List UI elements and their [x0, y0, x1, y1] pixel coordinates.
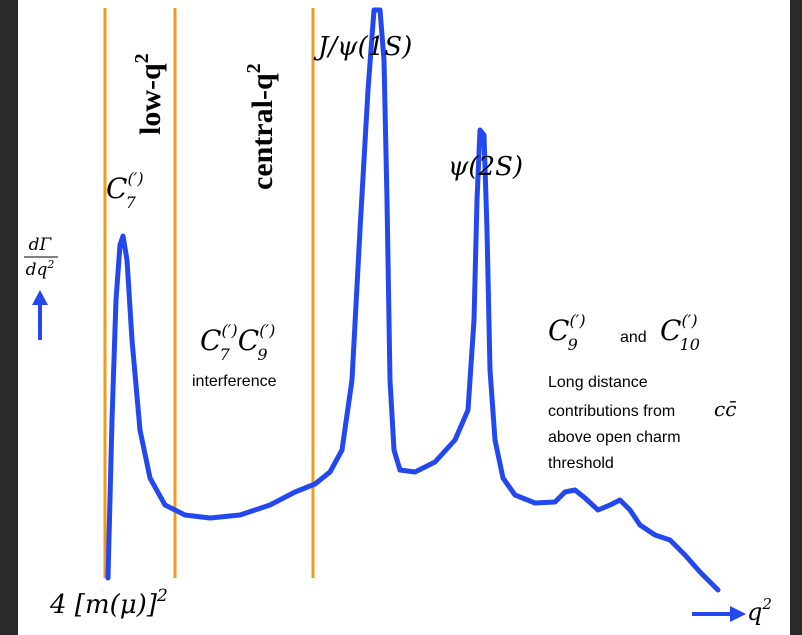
- text: threshold: [548, 455, 614, 472]
- text: dq: [26, 260, 48, 280]
- panel: [18, 0, 790, 635]
- region-label: low-q2: [131, 53, 167, 135]
- text: 7: [126, 193, 137, 212]
- y-axis-label: dΓ dq2: [24, 235, 58, 280]
- text: (′): [259, 321, 275, 340]
- text: C: [238, 324, 259, 357]
- text: (′): [681, 311, 697, 330]
- text: central-q: [246, 73, 279, 190]
- text: 10: [680, 335, 700, 354]
- x-arrow: [692, 606, 746, 622]
- annotation: and: [620, 329, 647, 346]
- text: 2: [131, 53, 153, 63]
- text: C: [106, 172, 127, 205]
- text: 2: [156, 586, 168, 606]
- text: 2: [761, 595, 772, 613]
- text: cc̄: [714, 397, 736, 421]
- text: C: [660, 314, 681, 347]
- text: above open charm: [548, 429, 681, 446]
- peak-label: J/ψ(1S): [313, 32, 412, 62]
- text: C: [200, 324, 221, 357]
- text: C: [548, 314, 569, 347]
- coefficient: C(′) 9: [548, 311, 586, 354]
- annotation: interference: [192, 373, 277, 390]
- text: 7: [220, 345, 231, 364]
- text: 2: [46, 258, 54, 271]
- text: (′): [221, 321, 237, 340]
- spectrum-curve: [105, 7, 721, 593]
- text: (′): [569, 311, 585, 330]
- annotation: Long distance contributions from cc̄ abo…: [548, 374, 736, 472]
- text: dΓ: [29, 235, 53, 255]
- x-axis-label: q2: [747, 595, 772, 626]
- coefficient: C(′) 10: [660, 311, 700, 354]
- peak-label: ψ(2S): [448, 152, 523, 182]
- region-label: central-q2: [243, 63, 279, 190]
- coefficient: C(′) 7 C(′) 9: [200, 321, 275, 364]
- coefficient: C(′) 7: [106, 169, 144, 212]
- text: q: [747, 598, 762, 626]
- text: 9: [257, 345, 267, 364]
- text: 9: [568, 335, 578, 354]
- text: (′): [127, 169, 143, 188]
- text: contributions from: [548, 403, 675, 420]
- text: 4 [m(μ)]: [49, 590, 158, 620]
- text: Long distance: [548, 374, 648, 391]
- y-arrow: [32, 290, 48, 340]
- svg-text:dq2: dq2: [26, 258, 55, 280]
- text: 2: [243, 63, 265, 73]
- origin-label: 4 [m(μ)]2: [49, 586, 168, 620]
- text: low-q: [134, 63, 167, 135]
